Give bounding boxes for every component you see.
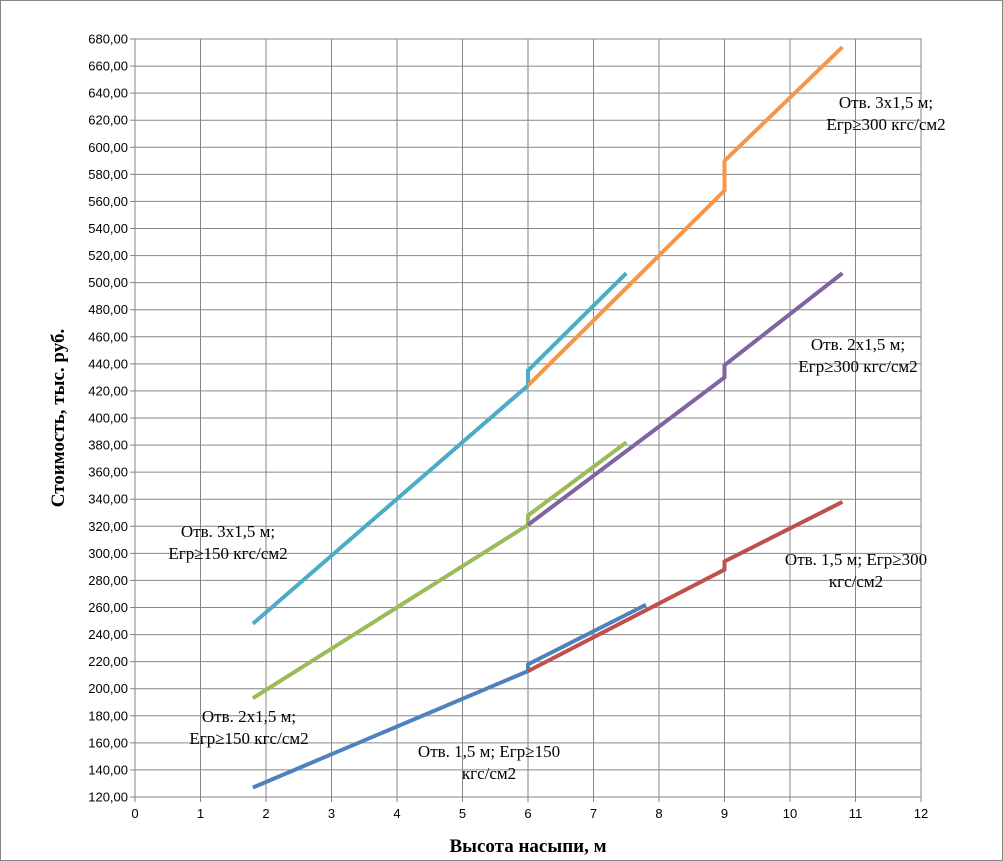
y-tick-label: 360,00 bbox=[88, 465, 128, 480]
series-line-1 bbox=[252, 603, 647, 790]
y-tick-label: 340,00 bbox=[88, 492, 128, 507]
x-tick-label: 7 bbox=[590, 806, 597, 821]
y-tick-label: 380,00 bbox=[88, 438, 128, 453]
x-tick-label: 8 bbox=[655, 806, 662, 821]
x-tick-label: 2 bbox=[262, 806, 269, 821]
y-tick-label: 280,00 bbox=[88, 573, 128, 588]
annotation-line: Отв. 1,5 м; Егр≥150 bbox=[418, 742, 560, 761]
y-tick-label: 200,00 bbox=[88, 681, 128, 696]
series-annotation-3: Отв. 1,5 м; Егр≥300 кгс/см2 bbox=[785, 550, 927, 591]
annotation-line: Егр≥300 кгс/см2 bbox=[798, 357, 917, 376]
y-tick-label: 220,00 bbox=[88, 654, 128, 669]
x-axis-ticks: 0 1 2 3 4 5 6 7 8 9 10 11 12 bbox=[131, 797, 928, 821]
x-tick-label: 4 bbox=[393, 806, 400, 821]
series-line-3 bbox=[251, 440, 628, 700]
grid bbox=[134, 38, 922, 798]
x-axis-title: Высота насыпи, м bbox=[449, 836, 606, 857]
x-tick-label: 6 bbox=[524, 806, 531, 821]
annotation-line: кгс/см2 bbox=[462, 764, 516, 783]
x-tick-label: 1 bbox=[197, 806, 204, 821]
y-tick-label: 180,00 bbox=[88, 708, 128, 723]
y-tick-label: 560,00 bbox=[88, 194, 128, 209]
annotation-line: Отв. 3х1,5 м; bbox=[181, 522, 275, 541]
y-axis-ticks: 120,00 140,00 160,00 180,00 200,00 220,00 240,… bbox=[88, 32, 135, 805]
y-tick-label: 620,00 bbox=[88, 113, 128, 128]
y-tick-label: 120,00 bbox=[88, 790, 128, 805]
annotation-line: Егр≥150 кгс/см2 bbox=[189, 729, 308, 748]
y-tick-label: 660,00 bbox=[88, 59, 128, 74]
series-line-4 bbox=[526, 271, 844, 527]
annotation-line: кгс/см2 bbox=[829, 572, 883, 591]
annotation-line: Отв. 3х1,5 м; bbox=[839, 93, 933, 112]
y-tick-label: 680,00 bbox=[88, 32, 128, 47]
y-tick-label: 640,00 bbox=[88, 86, 128, 101]
annotation-line: Отв. 2х1,5 м; bbox=[811, 335, 905, 354]
x-tick-label: 5 bbox=[459, 806, 466, 821]
annotation-line: Егр≥150 кгс/см2 bbox=[168, 544, 287, 563]
y-tick-label: 140,00 bbox=[88, 762, 128, 777]
series-annotation-6: Отв. 1,5 м; Егр≥150 кгс/см2 bbox=[418, 742, 560, 783]
x-tick-label: 12 bbox=[914, 806, 928, 821]
y-tick-label: 300,00 bbox=[88, 546, 128, 561]
y-tick-label: 580,00 bbox=[88, 167, 128, 182]
y-tick-label: 540,00 bbox=[88, 221, 128, 236]
series-annotation-4: Отв. 3х1,5 м; Егр≥150 кгс/см2 bbox=[168, 522, 287, 563]
x-tick-label: 11 bbox=[849, 806, 863, 821]
x-tick-label: 3 bbox=[328, 806, 335, 821]
annotation-line: Отв. 1,5 м; Егр≥300 bbox=[785, 550, 927, 569]
series-annotation-2: Отв. 2х1,5 м; Егр≥300 кгс/см2 bbox=[798, 335, 917, 376]
y-tick-label: 600,00 bbox=[88, 140, 128, 155]
series-annotation-5: Отв. 2х1,5 м; Егр≥150 кгс/см2 bbox=[189, 707, 308, 748]
y-tick-label: 500,00 bbox=[88, 275, 128, 290]
y-tick-label: 440,00 bbox=[88, 356, 128, 371]
y-axis-title: Стоимость, тыс. руб. bbox=[48, 329, 69, 507]
y-tick-label: 520,00 bbox=[88, 248, 128, 263]
x-tick-label: 10 bbox=[783, 806, 797, 821]
annotation-line: Егр≥300 кгс/см2 bbox=[826, 115, 945, 134]
y-tick-label: 480,00 bbox=[88, 302, 128, 317]
y-tick-label: 320,00 bbox=[88, 519, 128, 534]
x-tick-label: 9 bbox=[721, 806, 728, 821]
annotation-line: Отв. 2х1,5 м; bbox=[202, 707, 296, 726]
series-group bbox=[251, 45, 844, 790]
series-line-2 bbox=[527, 500, 844, 673]
y-tick-label: 400,00 bbox=[88, 411, 128, 426]
series-line-5 bbox=[251, 271, 628, 626]
y-tick-label: 420,00 bbox=[88, 383, 128, 398]
y-tick-label: 160,00 bbox=[88, 735, 128, 750]
x-tick-label: 0 bbox=[131, 806, 138, 821]
series-annotation-1: Отв. 3х1,5 м; Егр≥300 кгс/см2 bbox=[826, 93, 945, 134]
y-tick-label: 240,00 bbox=[88, 627, 128, 642]
y-tick-label: 460,00 bbox=[88, 329, 128, 344]
series-line-6 bbox=[526, 45, 844, 387]
y-tick-label: 260,00 bbox=[88, 600, 128, 615]
